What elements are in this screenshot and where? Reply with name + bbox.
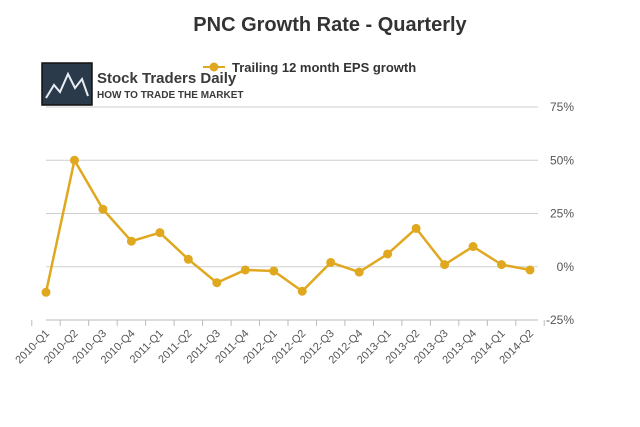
logo-chart-icon [45, 71, 89, 99]
data-point[interactable] [98, 204, 108, 214]
x-tick-labels: 2010-Q12010-Q22010-Q32010-Q42011-Q12011-… [13, 328, 536, 367]
data-point[interactable] [326, 257, 336, 267]
y-tick-label: 25% [550, 207, 574, 221]
series-line [44, 159, 531, 293]
data-point[interactable] [411, 223, 421, 233]
data-point[interactable] [440, 260, 450, 270]
data-point[interactable] [468, 242, 478, 252]
data-point[interactable] [69, 155, 79, 165]
legend-label: Trailing 12 month EPS growth [232, 60, 416, 75]
legend-marker [209, 62, 219, 72]
logo-name: Stock Traders Daily [97, 70, 237, 87]
y-tick-label: -25% [546, 313, 574, 327]
x-axis [31, 319, 545, 326]
series-group [41, 155, 535, 297]
data-point[interactable] [183, 254, 193, 264]
y-tick-label: 0% [557, 260, 575, 274]
data-point[interactable] [126, 236, 136, 246]
data-point[interactable] [354, 267, 364, 277]
logo-tagline: HOW TO TRADE THE MARKET [97, 90, 243, 101]
data-point[interactable] [383, 249, 393, 259]
data-point[interactable] [212, 278, 222, 288]
y-tick-label: 75% [550, 100, 574, 114]
legend[interactable]: Trailing 12 month EPS growth [203, 60, 416, 75]
chart-title: PNC Growth Rate - Quarterly [193, 14, 467, 36]
grid [46, 106, 538, 321]
data-point[interactable] [269, 266, 279, 276]
y-tick-label: 50% [550, 153, 574, 167]
data-point[interactable] [41, 287, 51, 297]
logo: Stock Traders Daily HOW TO TRADE THE MAR… [41, 62, 243, 106]
data-point[interactable] [497, 260, 507, 270]
y-axis: 75% 50% 25% 0% -25% [546, 100, 574, 327]
data-point[interactable] [525, 265, 535, 275]
data-point[interactable] [155, 228, 165, 238]
data-point[interactable] [297, 286, 307, 296]
data-point[interactable] [240, 265, 250, 275]
